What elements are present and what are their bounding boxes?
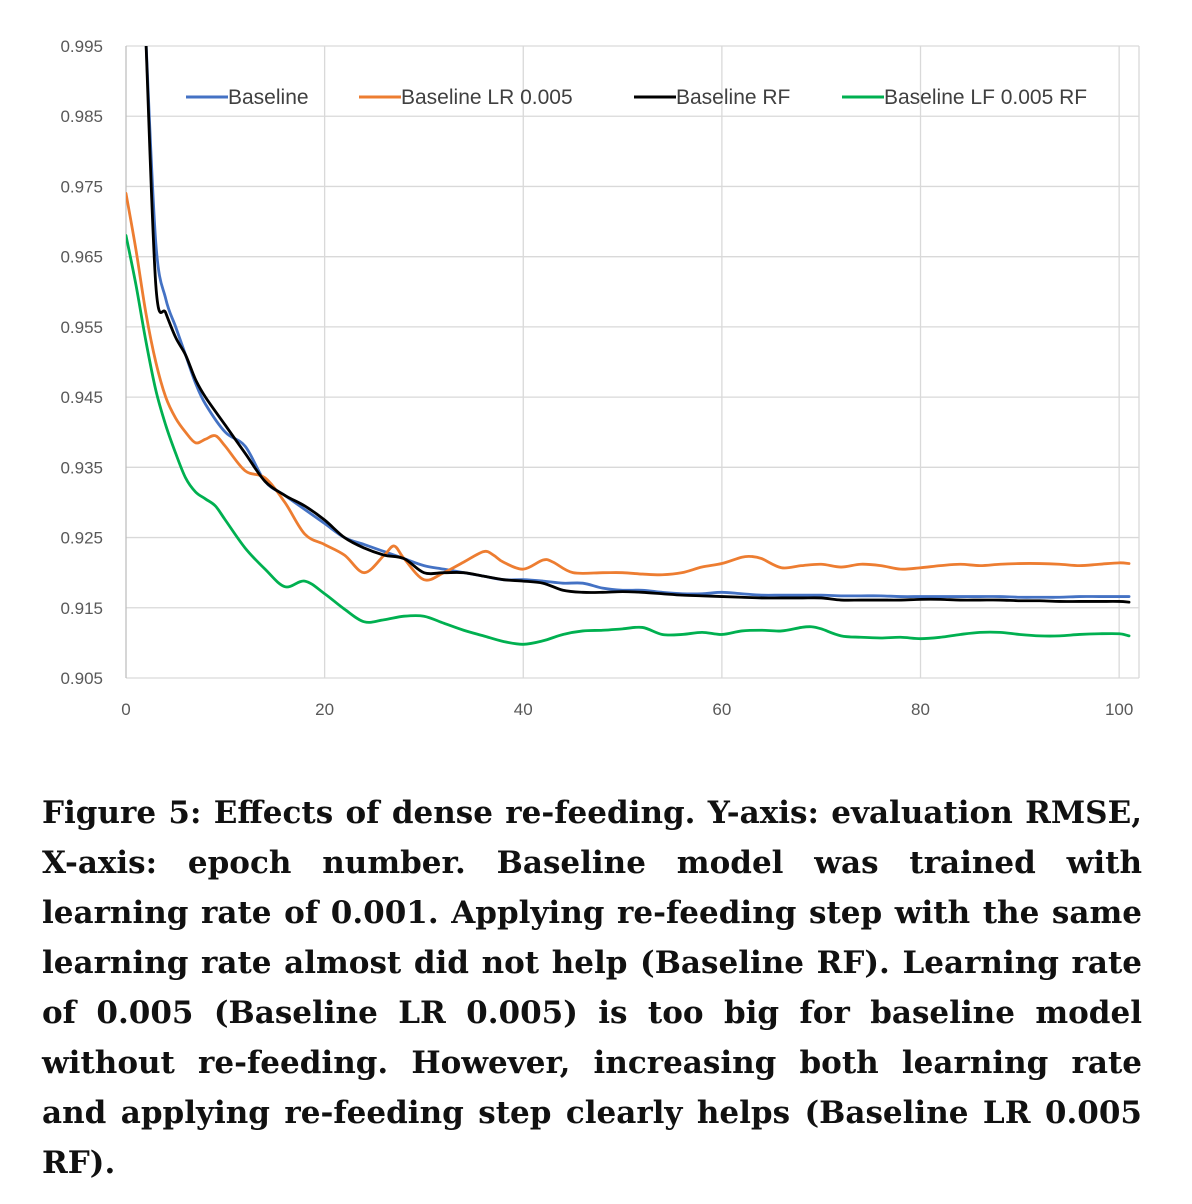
y-tick-label: 0.945 <box>60 388 103 407</box>
legend-label: Baseline LF 0.005 RF <box>884 86 1087 109</box>
y-tick-label: 0.975 <box>60 177 103 196</box>
legend-item: Baseline LF 0.005 RF <box>842 86 1087 109</box>
y-tick-label: 0.935 <box>60 458 103 477</box>
legend-item: Baseline <box>186 86 309 109</box>
legend-label: Baseline RF <box>676 86 790 109</box>
legend-item: Baseline LR 0.005 <box>359 86 573 109</box>
x-tick-label: 80 <box>911 700 930 719</box>
series-lines <box>126 46 1131 646</box>
y-tick-label: 0.925 <box>60 529 103 548</box>
y-tick-label: 0.915 <box>60 599 103 618</box>
x-tick-label: 40 <box>514 700 533 719</box>
y-axis-tick-labels: 0.905 0.915 0.925 0.935 0.945 0.955 0.965 0.975… <box>60 37 103 688</box>
x-axis-tick-labels: 0 20 40 60 80 100 <box>121 700 1133 719</box>
y-tick-label: 0.965 <box>60 248 103 267</box>
legend-label: Baseline <box>228 86 309 109</box>
figure-caption: Figure 5: Effects of dense re-feeding. Y… <box>42 795 1142 1181</box>
x-tick-label: 0 <box>121 700 130 719</box>
legend: Baseline Baseline LR 0.005 Baseline RF Base… <box>186 86 1087 109</box>
x-tick-label: 60 <box>712 700 731 719</box>
series-line-4 <box>126 234 1131 646</box>
series-line-3 <box>144 46 1131 604</box>
grid <box>125 45 1140 679</box>
y-tick-label: 0.905 <box>60 669 103 688</box>
y-tick-label: 0.985 <box>60 107 103 126</box>
x-tick-label: 20 <box>315 700 334 719</box>
series-line-1 <box>144 46 1131 599</box>
series-line-2 <box>126 192 1131 582</box>
y-tick-label: 0.995 <box>60 37 103 56</box>
legend-item: Baseline RF <box>634 86 790 109</box>
legend-label: Baseline LR 0.005 <box>401 86 573 109</box>
x-tick-label: 100 <box>1105 700 1133 719</box>
chart: 0.905 0.915 0.925 0.935 0.945 0.955 0.965 0.975… <box>60 37 1140 719</box>
y-tick-label: 0.955 <box>60 318 103 337</box>
